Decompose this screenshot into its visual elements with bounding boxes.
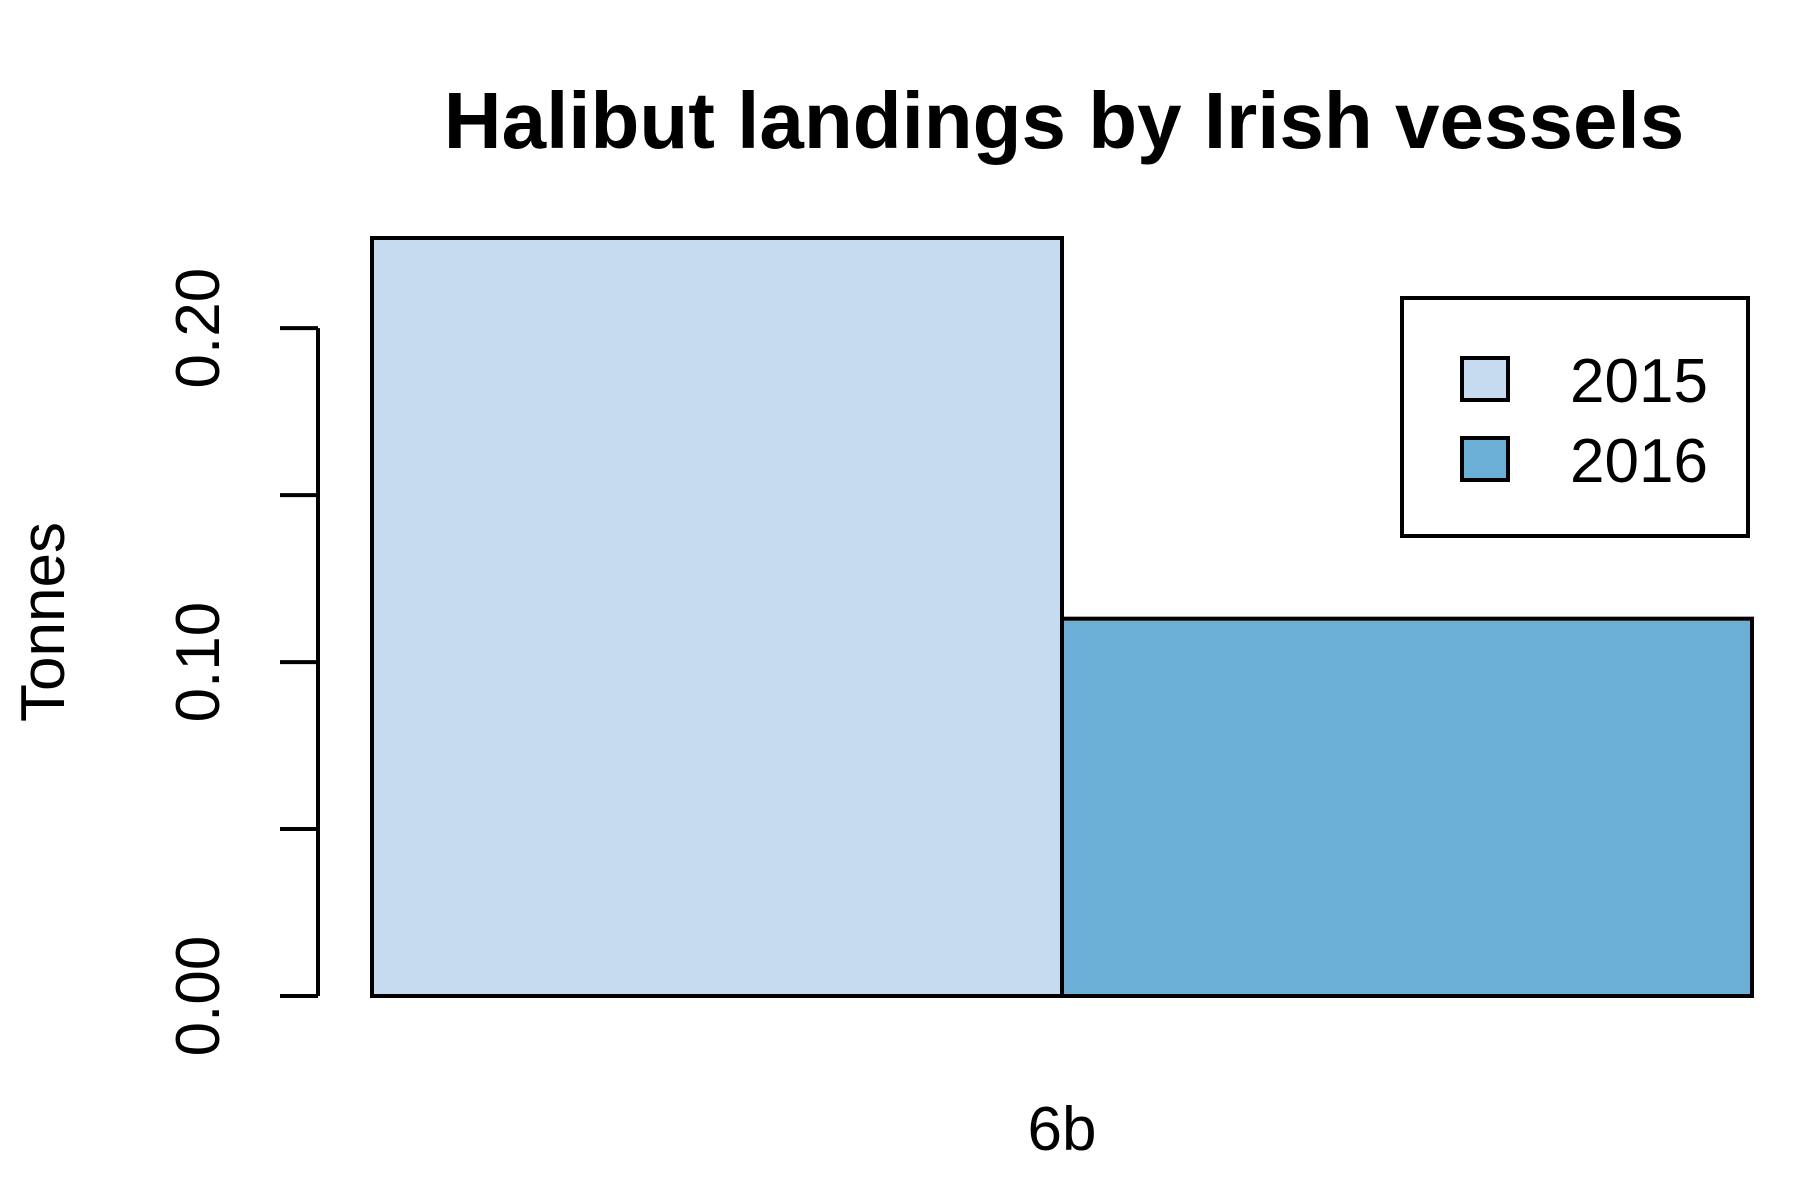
chart-title: Halibut landings by Irish vessels <box>444 76 1684 165</box>
legend-label-2016: 2016 <box>1570 427 1708 496</box>
x-tick-label: 6b <box>1028 1095 1097 1164</box>
y-axis-label: Tonnes <box>9 522 78 722</box>
y-tick-label: 0.00 <box>164 936 233 1057</box>
legend: 2015 2016 <box>1400 296 1750 538</box>
bar-2015 <box>370 236 1064 998</box>
legend-label-2015: 2015 <box>1570 347 1708 416</box>
bars <box>370 236 1754 998</box>
legend-swatch-2016 <box>1460 436 1510 482</box>
legend-box <box>1400 296 1750 538</box>
x-axis-labels: 6b <box>1028 1095 1097 1164</box>
y-axis: 0.00 0.10 0.20 <box>164 268 320 1057</box>
bar-2016 <box>1060 616 1754 998</box>
legend-swatch-2015 <box>1460 356 1510 402</box>
y-tick-label: 0.20 <box>164 268 233 389</box>
y-tick-label: 0.10 <box>164 602 233 723</box>
